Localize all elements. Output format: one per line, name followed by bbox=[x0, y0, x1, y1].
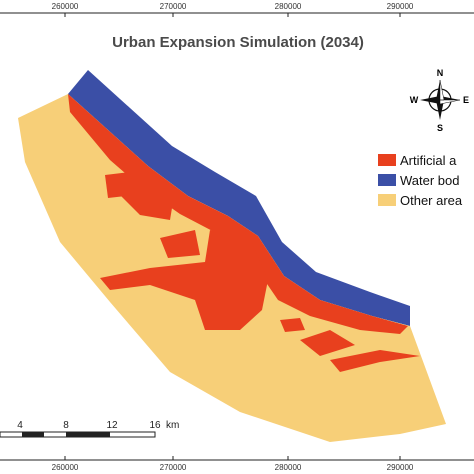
coord-label: 280000 bbox=[275, 463, 302, 472]
grid-ticks bbox=[64, 13, 401, 460]
coord-label: 270000 bbox=[160, 2, 187, 11]
compass bbox=[420, 79, 461, 120]
coord-label: 290000 bbox=[387, 2, 414, 11]
legend-swatch bbox=[378, 194, 396, 206]
map-title: Urban Expansion Simulation (2034) bbox=[112, 34, 364, 51]
scale-bar bbox=[0, 431, 156, 438]
coord-label: 260000 bbox=[52, 463, 79, 472]
legend-swatch bbox=[378, 174, 396, 186]
compass-w: W bbox=[410, 95, 419, 105]
scale-label: 4 bbox=[17, 420, 23, 431]
compass-n: N bbox=[437, 68, 444, 78]
artificial-area bbox=[68, 94, 420, 372]
water-bodies bbox=[68, 70, 410, 326]
coord-label: 280000 bbox=[275, 2, 302, 11]
legend-swatch bbox=[378, 154, 396, 166]
scale-unit: km bbox=[166, 420, 179, 431]
legend: Artificial a Water bod Other area bbox=[378, 153, 463, 208]
compass-s: S bbox=[437, 123, 443, 133]
scale-label: 16 bbox=[149, 420, 161, 431]
coord-label: 270000 bbox=[160, 463, 187, 472]
scale-label: 12 bbox=[106, 420, 118, 431]
coord-label: 290000 bbox=[387, 463, 414, 472]
scale-label: 8 bbox=[63, 420, 69, 431]
legend-label: Artificial a bbox=[400, 153, 457, 168]
legend-label: Other area bbox=[400, 193, 463, 208]
legend-label: Water bod bbox=[400, 173, 460, 188]
compass-e: E bbox=[463, 95, 469, 105]
coord-label: 260000 bbox=[52, 2, 79, 11]
